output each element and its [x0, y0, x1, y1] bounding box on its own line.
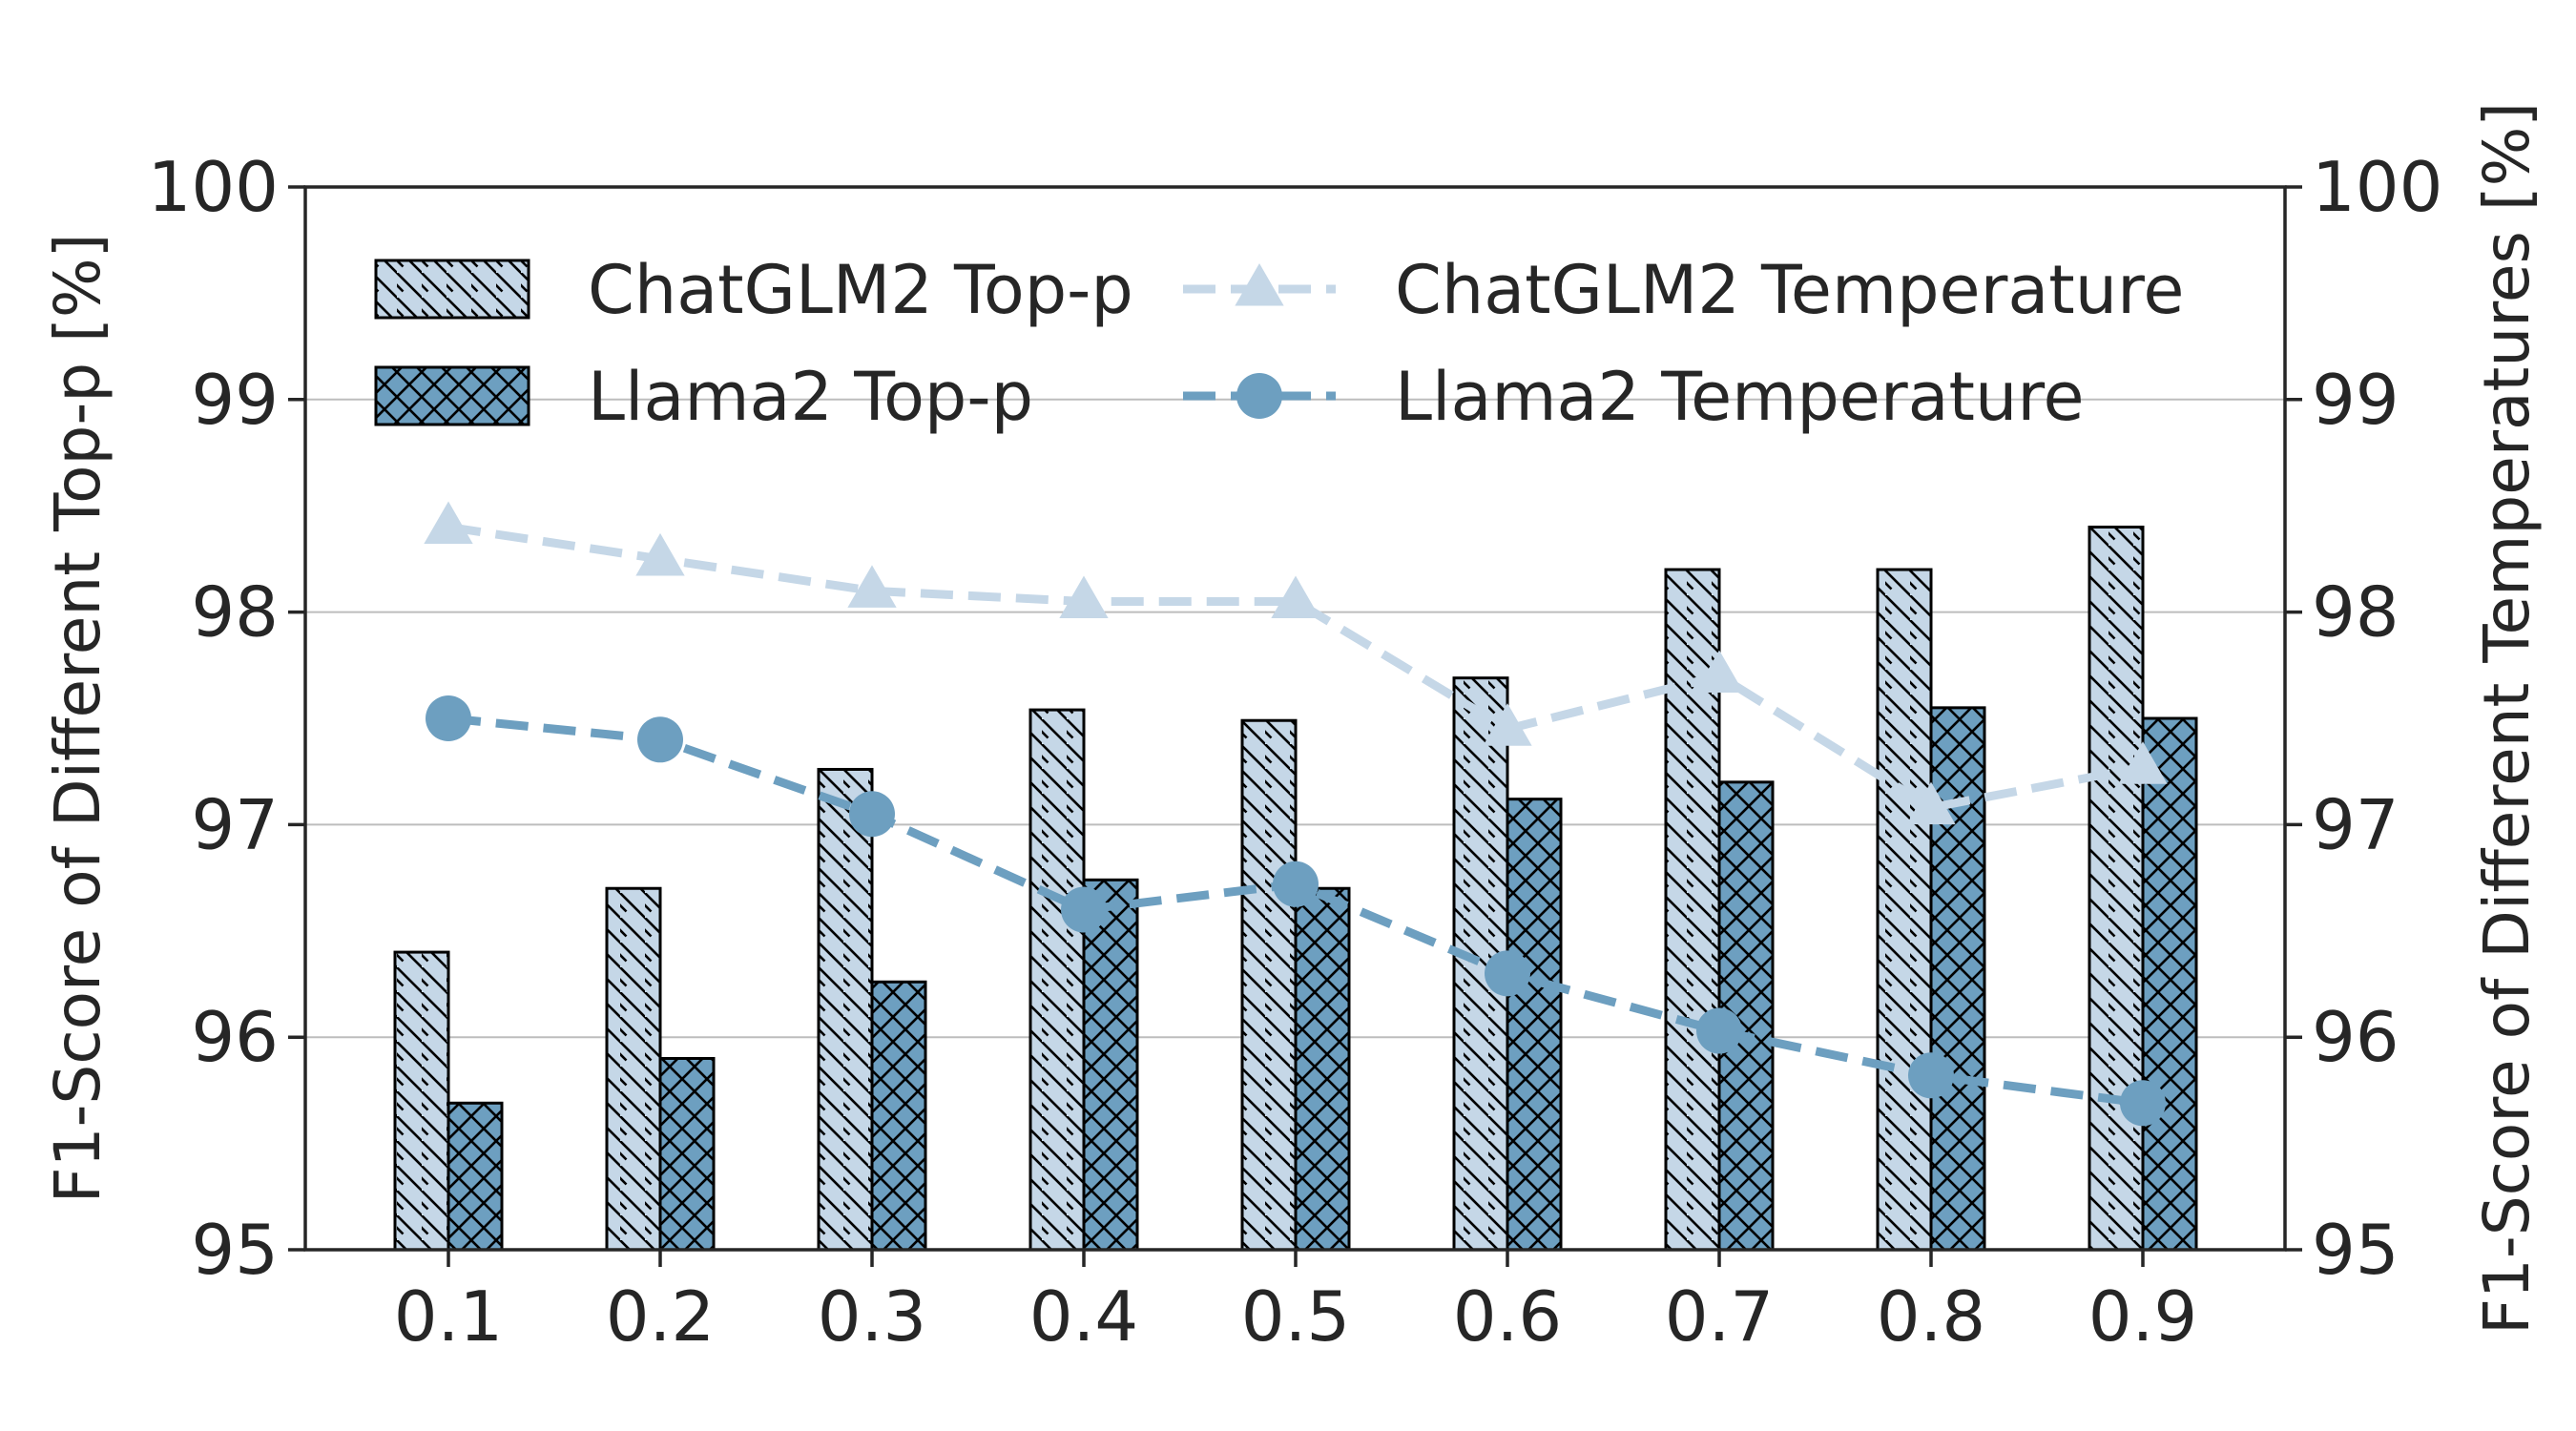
marker-llama2-temperature-0.4 [1061, 886, 1107, 933]
marker-llama2-temperature-0.3 [849, 791, 895, 838]
y-axis-title-right: F1-Score of Different Temperatures [%] [2470, 102, 2544, 1335]
right-tick-label-95: 95 [2312, 1210, 2399, 1290]
legend-label-llama2-temperature: Llama2 Temperature [1395, 358, 2085, 436]
bar-llama2-top-p-0.4 [1082, 878, 1139, 1252]
left-tick-label-95: 95 [191, 1210, 279, 1290]
bar-llama2-top-p-0.9 [2141, 716, 2198, 1252]
x-tick-label-0.4: 0.4 [1029, 1276, 1139, 1357]
marker-chatglm2-temperature-0.6 [1483, 703, 1532, 746]
x-tick-label-0.3: 0.3 [818, 1276, 927, 1357]
legend-swatch-llama2-top-p [374, 365, 530, 426]
bar-llama2-top-p-0.1 [447, 1101, 504, 1252]
marker-chatglm2-temperature-0.3 [847, 565, 897, 608]
bar-llama2-top-p-0.2 [658, 1056, 716, 1252]
bar-chatglm2-top-p-0.8 [1876, 568, 1933, 1252]
x-tick-label-0.1: 0.1 [394, 1276, 504, 1357]
marker-llama2-temperature-0.8 [1908, 1052, 1954, 1099]
marker-chatglm2-temperature-0.1 [424, 501, 473, 545]
right-tick-label-98: 98 [2312, 572, 2399, 653]
marker-llama2-temperature-0.1 [426, 695, 471, 741]
marker-chatglm2-temperature-0.8 [1906, 781, 1956, 825]
marker-chatglm2-temperature-0.2 [635, 532, 685, 576]
bar-chatglm2-top-p-0.9 [2088, 525, 2145, 1252]
x-tick-label-0.9: 0.9 [2088, 1276, 2198, 1357]
bars [393, 525, 2198, 1252]
right-tick-label-99: 99 [2312, 360, 2399, 440]
left-y-ticks: 95 96 97 98 99 100 [148, 147, 305, 1290]
marker-llama2-temperature-0.5 [1273, 861, 1319, 907]
bar-llama2-top-p-0.6 [1506, 798, 1563, 1252]
right-tick-label-96: 96 [2312, 997, 2399, 1077]
right-tick-label-100: 100 [2312, 147, 2442, 227]
bar-chatglm2-top-p-0.5 [1240, 718, 1298, 1252]
left-tick-label-98: 98 [191, 572, 279, 653]
left-tick-label-97: 97 [191, 784, 279, 864]
marker-llama2-temperature-0.6 [1485, 950, 1530, 997]
legend: ChatGLM2 Top-p Llama2 Top-p ChatGLM2 Tempe… [374, 251, 2184, 436]
legend-swatch-chatglm2-top-p [374, 259, 530, 320]
marker-chatglm2-temperature-0.5 [1271, 575, 1320, 619]
temperature-lines [424, 501, 2168, 1127]
x-ticks: 0.1 0.2 0.3 0.4 0.5 0.6 0.7 0.8 0.9 [394, 1250, 2198, 1357]
bar-chatglm2-top-p-0.4 [1028, 708, 1086, 1252]
right-tick-label-97: 97 [2312, 784, 2399, 864]
left-tick-label-99: 99 [191, 360, 279, 440]
x-tick-label-0.8: 0.8 [1877, 1276, 1986, 1357]
x-tick-label-0.2: 0.2 [606, 1276, 716, 1357]
left-tick-label-100: 100 [148, 147, 279, 227]
bar-chatglm2-top-p-0.1 [393, 950, 450, 1252]
bar-llama2-top-p-0.5 [1294, 886, 1351, 1252]
line-chatglm2-temperature [447, 523, 2144, 813]
legend-label-chatglm2-top-p: ChatGLM2 Top-p [588, 251, 1133, 329]
legend-marker-chatglm2-temperature [1235, 263, 1284, 306]
legend-label-chatglm2-temperature: ChatGLM2 Temperature [1395, 251, 2184, 329]
x-tick-label-0.5: 0.5 [1241, 1276, 1351, 1357]
left-tick-label-96: 96 [191, 997, 279, 1077]
bar-llama2-top-p-0.8 [1929, 706, 1986, 1252]
bar-llama2-top-p-0.3 [870, 980, 927, 1252]
marker-chatglm2-temperature-0.4 [1059, 575, 1109, 619]
right-y-ticks: 95 96 97 98 99 100 [2285, 147, 2442, 1290]
x-tick-label-0.6: 0.6 [1453, 1276, 1563, 1357]
legend-marker-llama2-temperature [1236, 373, 1282, 419]
x-tick-label-0.7: 0.7 [1665, 1276, 1775, 1357]
marker-llama2-temperature-0.2 [637, 716, 683, 763]
marker-chatglm2-temperature-0.7 [1694, 650, 1744, 693]
y-axis-title-left: F1-Score of Different Top-p [%] [41, 234, 114, 1204]
bar-chatglm2-top-p-0.3 [817, 767, 874, 1252]
marker-llama2-temperature-0.7 [1696, 1007, 1742, 1054]
bar-chatglm2-top-p-0.2 [605, 886, 662, 1252]
marker-llama2-temperature-0.9 [2120, 1080, 2166, 1127]
marker-chatglm2-temperature-0.9 [2118, 741, 2168, 784]
legend-label-llama2-top-p: Llama2 Top-p [588, 358, 1033, 436]
